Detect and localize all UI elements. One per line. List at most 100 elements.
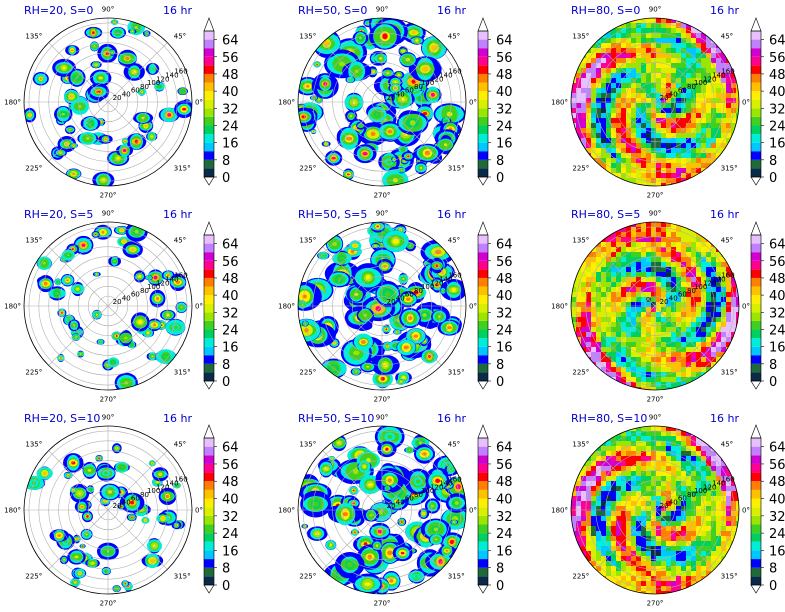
contour-cell [591, 138, 597, 144]
polar-panel-3: 20 40 60 801001201401600°45°90°135°180°225°… [551, 4, 785, 200]
contour-cell [631, 28, 637, 34]
contour-cell [606, 178, 612, 184]
contour-cell [591, 88, 597, 94]
contour-cell [736, 247, 739, 253]
contour-cell [631, 347, 637, 353]
radial-tick-label: 140 [712, 276, 725, 284]
contour-cell [616, 372, 622, 378]
contour-cell [656, 63, 662, 69]
polar-panel-8: 20 40 60 801001201401600°45°90°135°180°225°… [278, 412, 512, 608]
contour-cell [412, 30, 416, 35]
contour-cell [636, 232, 642, 238]
contour-cell [601, 148, 607, 154]
contour-cell [151, 355, 154, 358]
contour-cell [656, 332, 662, 338]
contour-cell [726, 43, 732, 49]
contour-cell [626, 38, 632, 44]
contour-cell [621, 133, 627, 139]
angle-tick-label: 225° [25, 164, 42, 172]
contour-cell [686, 78, 692, 84]
contour-cell [646, 73, 652, 79]
contour-cell [631, 292, 637, 298]
contour-cell [611, 18, 617, 24]
polar-frame [23, 425, 193, 595]
angle-tick-label: 315° [174, 368, 191, 376]
contour-cell [666, 28, 672, 34]
contour-cell [631, 357, 637, 363]
colorbar-segment [751, 260, 761, 270]
contour-cell [586, 282, 592, 288]
contour-cell [626, 48, 632, 54]
contour-cell [606, 108, 612, 114]
contour-cell [691, 257, 697, 263]
contour-cell [611, 73, 617, 79]
colorbar-segment [204, 56, 214, 66]
contour-cell [731, 277, 737, 283]
contour-cell [651, 148, 657, 154]
contour-cell [736, 377, 739, 383]
contour-cell [656, 88, 662, 94]
contour-cell [676, 337, 682, 343]
contour-cell [656, 317, 662, 323]
colorbar-tick-label: 48 [222, 68, 239, 83]
contour-cell [646, 262, 652, 268]
contour-cell [636, 43, 642, 49]
contour-cell [339, 256, 345, 261]
contour-cell [601, 38, 607, 44]
contour-cell [711, 302, 717, 308]
grid-spoke [322, 42, 383, 103]
contour-cell [686, 357, 692, 363]
contour-cell [631, 138, 637, 144]
contour-cell [571, 307, 577, 313]
contour-cell [409, 120, 416, 126]
contour-cell [721, 222, 727, 228]
contour-cell [686, 128, 692, 134]
contour-cell [601, 153, 607, 159]
contour-cell [571, 347, 577, 353]
contour-cell [691, 302, 697, 308]
contour-cell [81, 243, 86, 247]
contour-cell [606, 327, 612, 333]
contour-cell [631, 68, 637, 74]
contour-cell [661, 88, 667, 94]
contour-cell [681, 103, 687, 109]
radial-tick-label: 80 [414, 287, 423, 295]
contour-cell [636, 222, 642, 228]
contour-cell [646, 317, 652, 323]
contour-cell [641, 123, 647, 129]
contour-cell [636, 23, 642, 29]
contour-cell [706, 53, 712, 59]
contour-cell [651, 322, 657, 328]
contour-cell [706, 287, 712, 293]
radial-tick-label: 60 [131, 495, 140, 503]
contour-cell [400, 380, 402, 383]
contour-cell [591, 83, 597, 89]
contour-cell [691, 83, 697, 89]
contour-cell [676, 372, 682, 378]
contour-cell [656, 387, 662, 390]
colorbar-tick-label: 40 [496, 85, 513, 100]
contour-cell [686, 302, 692, 308]
contour-cell [601, 297, 607, 303]
contour-cell [656, 262, 662, 268]
contour-cell [686, 93, 692, 99]
contour-cell [352, 489, 355, 492]
contour-cell [606, 287, 612, 293]
contour-cell [656, 173, 662, 179]
contour-cell [596, 83, 602, 89]
contour-cell [721, 98, 727, 104]
contour-cell [711, 387, 717, 390]
contour-cell [626, 247, 632, 253]
angle-tick-label: 270° [647, 192, 664, 200]
angle-tick-label: 315° [174, 164, 191, 172]
contour-cell [706, 23, 712, 29]
contour-cell [596, 312, 602, 318]
contour-cell [61, 113, 65, 116]
contour-cell [716, 123, 722, 129]
colorbar-segment [204, 550, 214, 560]
contour-cell [646, 163, 652, 169]
contour-cell [736, 153, 739, 159]
contour-cell [651, 113, 657, 119]
contour-cell [651, 158, 657, 164]
contour-cell [101, 230, 105, 234]
